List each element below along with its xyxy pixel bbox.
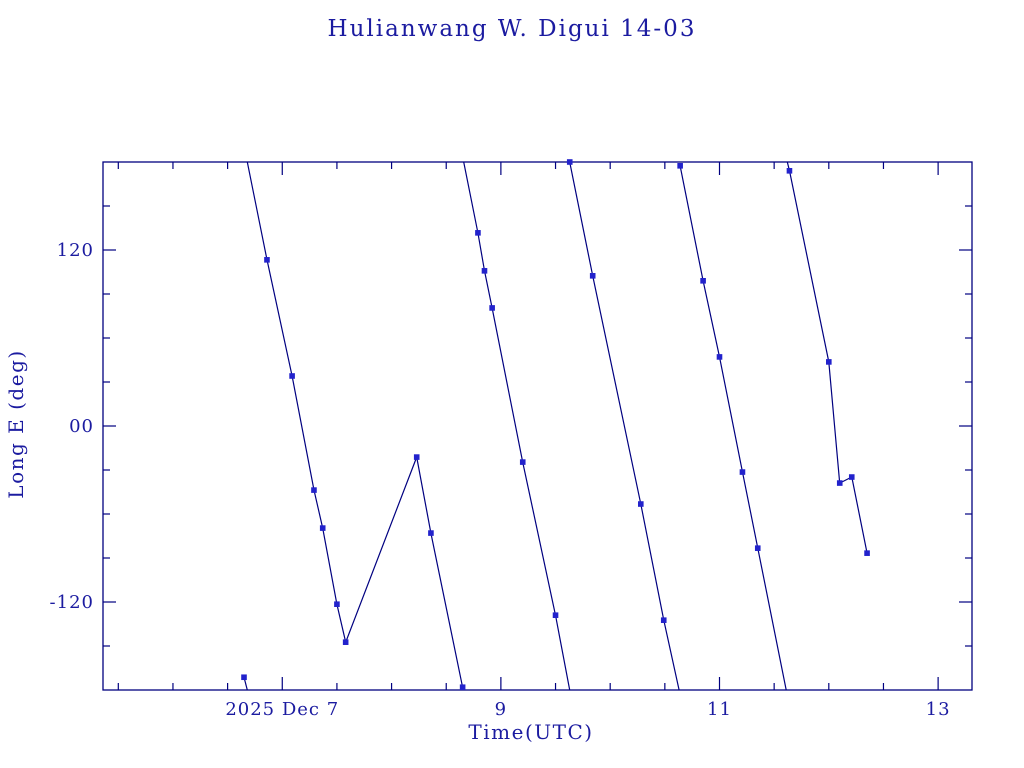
y-axis-label: Long E (deg): [4, 349, 28, 499]
data-segment-line: [679, 165, 787, 690]
y-tick-label: 00: [69, 416, 94, 437]
data-point-marker: [481, 268, 488, 274]
x-axis-label: Time(UTC): [468, 720, 594, 744]
x-tick-label: 11: [707, 699, 732, 720]
plot-border: [102, 161, 973, 691]
data-point-marker: [428, 530, 434, 536]
data-segment-line: [246, 162, 465, 690]
x-tick-label: 9: [495, 699, 507, 720]
data-point-marker: [459, 684, 466, 691]
data-point-marker: [289, 373, 295, 379]
data-segment-line: [786, 162, 868, 554]
data-point-marker: [739, 469, 746, 475]
data-point-marker: [334, 601, 340, 607]
data-point-marker: [319, 525, 326, 531]
data-point-marker: [475, 230, 481, 236]
data-point-marker: [489, 305, 495, 311]
data-point-marker: [552, 612, 559, 618]
y-tick-label: 120: [57, 240, 94, 261]
data-point-marker: [566, 159, 573, 165]
data-segment-line: [569, 162, 680, 690]
data-point-marker: [700, 278, 706, 284]
data-point-marker: [589, 273, 596, 279]
data-point-marker: [637, 501, 644, 507]
data-point-marker: [848, 474, 855, 480]
data-point-marker: [864, 550, 870, 556]
data-point-marker: [519, 459, 526, 465]
x-tick-label: 13: [926, 699, 951, 720]
data-point-marker: [342, 639, 349, 645]
data-segment-line: [463, 162, 571, 690]
data-point-marker: [716, 354, 723, 360]
data-point-marker: [754, 545, 761, 551]
data-point-marker: [836, 480, 843, 486]
data-point-marker: [311, 487, 317, 493]
y-tick-label: -120: [50, 592, 94, 613]
data-point-marker: [826, 359, 832, 365]
x-tick-label: 2025 Dec 7: [225, 699, 339, 720]
chart-title: Hulianwang W. Digui 14-03: [327, 16, 697, 42]
data-point-marker: [413, 454, 420, 460]
data-point-marker: [660, 617, 667, 623]
data-point-marker: [786, 168, 793, 174]
data-point-marker: [241, 674, 247, 681]
data-point-marker: [264, 257, 270, 263]
data-point-marker: [677, 163, 683, 169]
